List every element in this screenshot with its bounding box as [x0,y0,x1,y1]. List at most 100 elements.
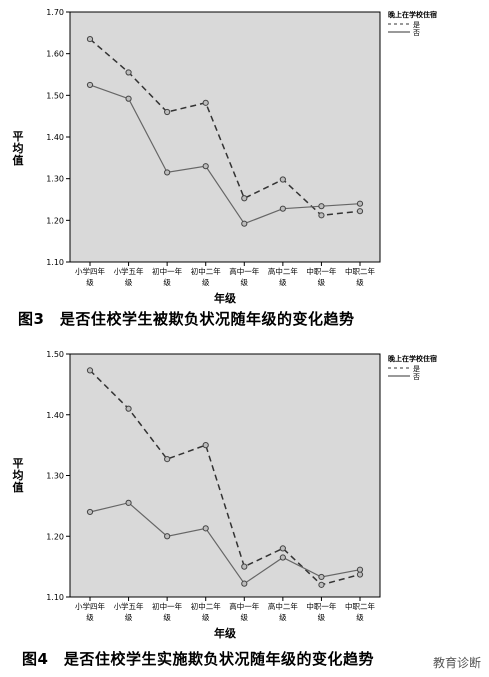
x-tick-label: 初中二年 [191,266,221,276]
data-point [241,580,248,587]
x-tick-label: 中职二年 [345,601,375,611]
data-point [318,573,325,581]
x-tick-label: 级 [125,277,133,287]
data-point [164,108,171,116]
y-axis-label-char: 值 [13,153,24,167]
watermark-text: 教育诊断 [432,656,481,670]
x-tick-label: 级 [279,277,287,287]
y-tick-label: 1.50 [46,350,64,359]
data-point [125,499,132,506]
data-point [86,508,94,516]
y-tick-label: 1.70 [46,8,64,17]
data-point [241,563,248,570]
x-tick-label: 小学四年 [75,266,105,276]
x-tick-label: 级 [241,612,249,622]
data-point [241,220,248,227]
x-tick-label: 级 [163,277,171,287]
x-tick-label: 中职一年 [306,266,336,276]
x-tick-label: 级 [356,277,364,287]
legend-label: 否 [413,373,420,381]
data-point [86,81,94,89]
plot-area [69,353,381,598]
y-axis-label-char: 均 [13,468,24,482]
y-tick-label: 1.30 [46,175,64,184]
y-axis-label-char: 值 [13,480,24,494]
y-tick-label: 1.10 [46,258,64,267]
data-point [279,176,286,183]
figure-3: 1.10 1.20 1.30 1.40 1.50 1.60 1.70 平均值小学四年级小学五年… [13,8,438,328]
y-tick-label: 1.20 [46,216,64,225]
series-line-no [89,84,361,225]
x-tick-label: 级 [163,612,171,622]
data-point [202,442,209,449]
y-axis-label-char: 平 [13,457,24,470]
x-tick-label: 高中一年 [229,601,259,611]
y-tick-label: 1.40 [46,133,64,142]
x-tick-label: 级 [86,612,94,622]
x-tick-label: 小学四年 [75,601,105,611]
legend-title: 晚上在学校住宿 [388,354,437,363]
data-point [202,99,209,106]
data-point [318,212,325,219]
y-tick-label: 1.60 [46,50,64,59]
y-tick-label: 1.50 [46,91,64,100]
x-tick-label: 级 [86,277,94,287]
legend-label: 是 [413,365,420,373]
y-tick-label: 1.20 [46,532,64,541]
legend-label: 是 [413,21,420,29]
x-tick-label: 级 [318,612,326,622]
legend-label: 否 [413,29,420,37]
x-tick-label: 高中二年 [268,266,298,276]
legend-title: 晚上在学校住宿 [388,10,437,19]
x-tick-label: 初中一年 [152,601,182,611]
x-tick-label: 级 [125,612,133,622]
caption-figure-3: 图3 是否住校学生被欺负状况随年级的变化趋势 [18,310,355,328]
figure-4: 1.10 1.20 1.30 1.40 1.50 平均值小学四年级小学五年级初中一年级初中… [0,342,489,677]
data-point [356,566,364,573]
y-axis-label-char: 平 [13,130,24,143]
x-tick-label: 中职二年 [345,266,375,276]
x-tick-label: 初中二年 [191,601,221,611]
data-point [279,545,286,552]
x-tick-label: 级 [356,612,364,622]
x-tick-label: 小学五年 [114,266,144,276]
x-tick-label: 级 [202,277,210,287]
data-point [86,35,94,43]
x-tick-label: 级 [279,612,287,622]
series-line-no [89,502,361,585]
series-line-yes [89,38,361,217]
data-point [164,455,171,463]
data-point [279,554,286,561]
x-tick-label: 中职一年 [306,601,336,611]
data-point [164,169,171,176]
x-tick-label: 级 [241,277,249,287]
x-tick-label: 小学五年 [114,601,144,611]
x-tick-label: 级 [202,612,210,622]
y-tick-label: 1.30 [46,472,64,481]
x-tick-label: 高中二年 [268,601,298,611]
data-point [356,200,364,207]
plot-area [69,11,381,263]
data-point [125,405,132,412]
caption-figure-4: 图4 是否住校学生实施欺负状况随年级的变化趋势 [22,650,374,668]
data-point [318,581,325,588]
data-point [125,69,132,76]
x-axis-label: 年级 [214,291,237,305]
data-point [241,195,248,202]
y-tick-label: 1.10 [46,593,64,602]
data-point [164,533,171,540]
data-point [202,163,209,170]
data-point [86,367,94,374]
chart-3: 1.101.201.301.401.501.601.70平均值小学四年级小学五年… [13,8,438,305]
x-axis-label: 年级 [214,626,237,640]
data-point [125,95,132,102]
data-point [356,208,364,215]
x-tick-label: 初中一年 [152,266,182,276]
y-tick-label: 1.40 [46,411,64,420]
chart-4: 1.101.201.301.401.50平均值小学四年级小学五年级初中一年级初中… [13,350,438,640]
series-line-yes [89,369,361,586]
data-point [318,203,325,210]
data-point [279,205,286,212]
data-point [202,525,209,532]
x-tick-label: 高中一年 [229,266,259,276]
